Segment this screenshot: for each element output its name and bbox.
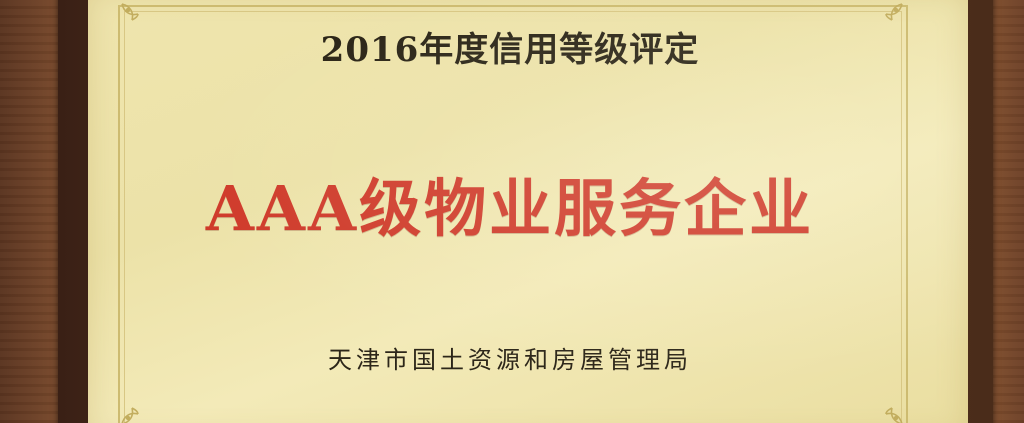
award-title: AAA级物业服务企业	[205, 172, 815, 245]
issuing-authority: 天津市国土资源和房屋管理局	[328, 346, 692, 374]
floral-corner-ornament-icon	[120, 390, 156, 423]
award-year-heading: 2016年度信用等级评定	[320, 30, 700, 70]
floral-corner-ornament-icon	[868, 390, 904, 423]
plaque-inner-border-secondary	[124, 11, 902, 423]
plaque-inner-border	[118, 5, 908, 423]
floral-corner-ornament-icon	[868, 2, 904, 38]
floral-corner-ornament-icon	[120, 2, 156, 38]
certificate-plaque	[88, 0, 968, 423]
